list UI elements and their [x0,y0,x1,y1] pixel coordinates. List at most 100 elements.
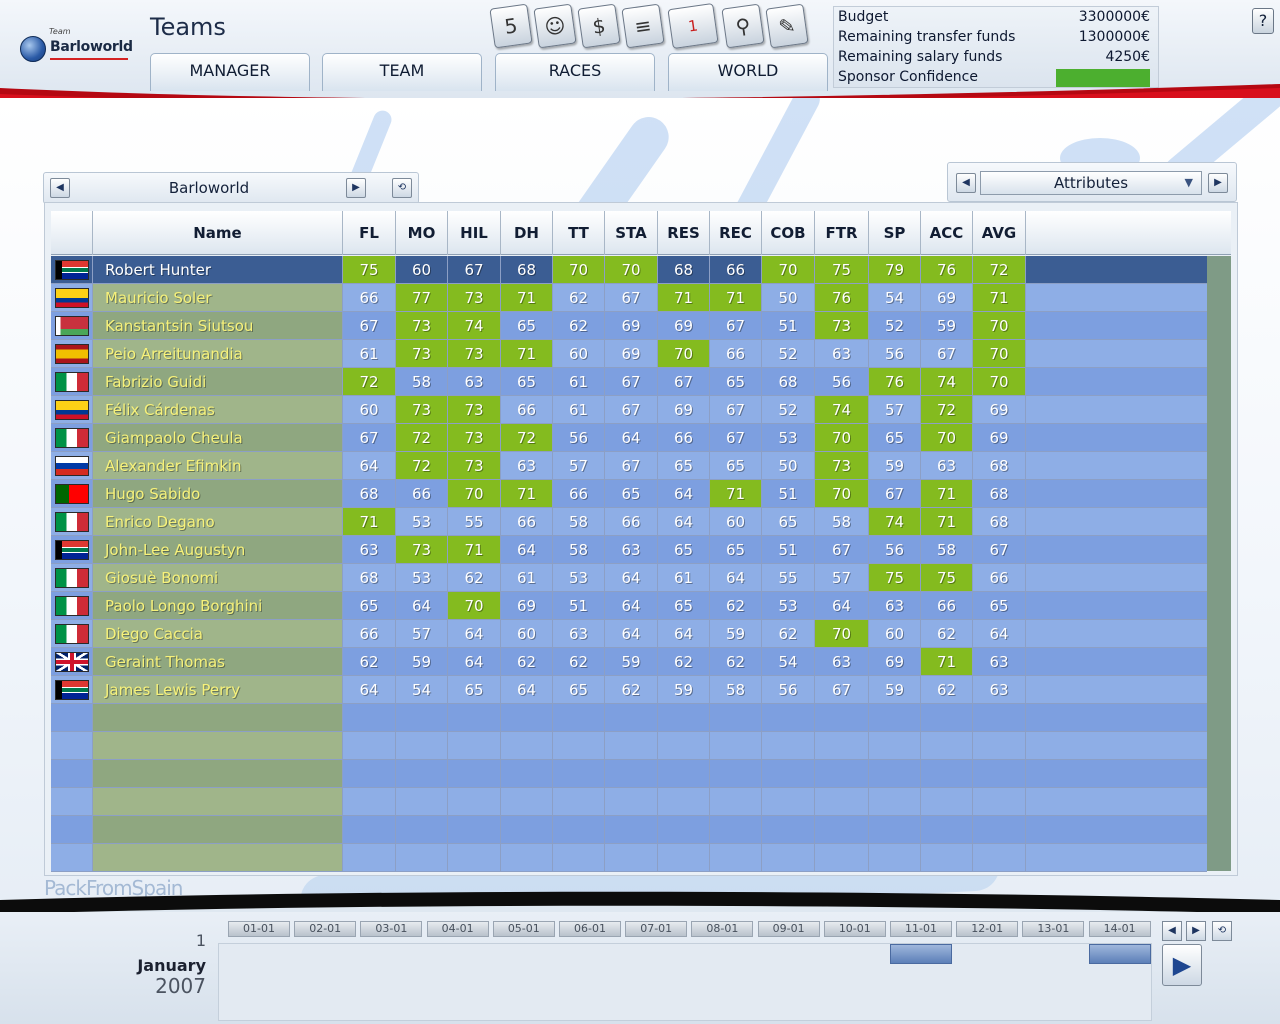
date-tab-10-01[interactable]: 10-01 [823,921,886,937]
stat-sp-cell: 79 [869,256,921,284]
table-scrollbar[interactable] [1207,256,1231,871]
tab-world[interactable]: WORLD [668,53,828,91]
mail-icon[interactable]: 1 [667,2,719,50]
rider-row[interactable]: Hugo Sabido 68 66 70 71 66 65 64 71 51 70 67 71 68 [51,480,1231,508]
column-header-ftr[interactable]: FTR [815,211,869,255]
stat-ftr-cell: 73 [815,312,869,340]
rider-name[interactable]: John-Lee Augustyn [93,536,343,564]
column-header-dh[interactable]: DH [501,211,553,255]
date-tab-11-01[interactable]: 11-01 [890,921,952,937]
timeline-next-button[interactable]: ▶ [1186,921,1206,941]
rider-row[interactable]: Robert Hunter 75 60 67 68 70 70 68 66 70 75 79 76 72 [51,256,1231,284]
stat-cob-cell: 50 [762,452,815,480]
next-team-button[interactable]: ▶ [346,178,366,198]
rider-row[interactable]: Félix Cárdenas 60 73 73 66 61 67 69 67 52 74 57 72 69 [51,396,1231,424]
rider-name[interactable]: Mauricio Soler [93,284,343,312]
rider-helmet-icon[interactable]: ☺ [533,3,577,49]
refresh-button[interactable]: ⟲ [392,178,412,198]
column-header-acc[interactable]: ACC [921,211,973,255]
column-header-sta[interactable]: STA [605,211,658,255]
calendar-icon[interactable]: 5 [489,3,533,49]
date-tab-14-01[interactable]: 14-01 [1088,921,1151,937]
date-tab-09-01[interactable]: 09-01 [757,921,820,937]
stat-dh-cell [501,732,553,760]
stat-hil-cell [448,844,501,872]
date-tab-08-01[interactable]: 08-01 [691,921,754,937]
column-header-res[interactable]: RES [658,211,710,255]
rider-row[interactable]: Enrico Degano 71 53 55 66 58 66 64 60 65 58 74 71 68 [51,508,1231,536]
money-icon[interactable]: $ [577,3,621,49]
rider-row[interactable]: Alexander Efimkin 64 72 73 63 57 67 65 65 50 73 59 6… [51,452,1231,480]
rider-name[interactable]: Peio Arreitunandia [93,340,343,368]
continue-play-button[interactable]: ▶ [1162,944,1202,986]
rider-row[interactable]: John-Lee Augustyn 63 73 71 64 58 63 65 65 51 67 56 5… [51,536,1231,564]
rider-row[interactable]: James Lewis Perry 64 54 65 64 65 62 59 58 56 67 59 6… [51,676,1231,704]
help-button[interactable]: ? [1252,8,1274,34]
rider-row[interactable]: Diego Caccia 66 57 64 60 63 64 64 59 62 70 60 62 64 [51,620,1231,648]
stat-cob-cell: 52 [762,340,815,368]
rider-name[interactable]: Geraint Thomas [93,648,343,676]
column-header-avg[interactable]: AVG [973,211,1026,255]
race-event-marker[interactable] [890,944,952,964]
top-bar: Team Barloworld Teams MANAGER TEAM RACES… [0,0,1280,98]
date-tab-03-01[interactable]: 03-01 [360,921,423,937]
globe-icon [20,36,46,62]
column-header-rec[interactable]: REC [710,211,762,255]
newspaper-icon[interactable]: ≡ [621,3,665,49]
rider-row[interactable]: Mauricio Soler 66 77 73 71 62 67 71 71 50 76 54 69 71 [51,284,1231,312]
rider-name[interactable]: Félix Cárdenas [93,396,343,424]
column-header-fl[interactable]: FL [343,211,396,255]
rider-name[interactable]: Fabrizio Guidi [93,368,343,396]
stat-res-cell [658,816,710,844]
date-tab-04-01[interactable]: 04-01 [426,921,489,937]
column-header-cob[interactable]: COB [762,211,815,255]
stat-sta-cell: 67 [605,452,658,480]
prev-team-button[interactable]: ◀ [50,178,70,198]
column-header-sp[interactable]: SP [869,211,921,255]
rider-row[interactable]: Kanstantsin Siutsou 67 73 74 65 62 69 69 67 51 73 5… [51,312,1231,340]
tab-manager[interactable]: MANAGER [150,53,310,91]
stat-tt-cell: 62 [553,284,605,312]
rider-name[interactable]: Giampaolo Cheula [93,424,343,452]
rider-row[interactable]: Giosuè Bonomi 68 53 62 61 53 64 61 64 55 57 75 75 66 [51,564,1231,592]
tab-races[interactable]: RACES [495,53,655,91]
column-header-tt[interactable]: TT [553,211,605,255]
race-event-marker[interactable] [1088,944,1151,964]
rider-name[interactable]: Hugo Sabido [93,480,343,508]
next-view-button[interactable]: ▶ [1208,173,1228,193]
date-tab-06-01[interactable]: 06-01 [559,921,621,937]
timeline-refresh-button[interactable]: ⟲ [1212,921,1232,941]
timeline-prev-button[interactable]: ◀ [1162,921,1182,941]
date-tab-05-01[interactable]: 05-01 [492,921,555,937]
timeline-track[interactable] [218,943,1152,1021]
stat-sp-cell [869,732,921,760]
rider-name[interactable]: Paolo Longo Borghini [93,592,343,620]
date-tab-02-01[interactable]: 02-01 [294,921,357,937]
view-dropdown[interactable]: Attributes ▼ [980,171,1202,195]
rider-name[interactable]: Alexander Efimkin [93,452,343,480]
rider-row[interactable]: Geraint Thomas 62 59 64 62 62 59 62 62 54 63 69 71 63 [51,648,1231,676]
stat-avg-cell: 63 [973,676,1026,704]
rider-name[interactable]: Enrico Degano [93,508,343,536]
rider-row[interactable]: Paolo Longo Borghini 65 64 70 69 51 64 65 62 53 64… [51,592,1231,620]
column-header-name[interactable]: Name [93,211,343,255]
date-tab-13-01[interactable]: 13-01 [1022,921,1085,937]
column-header-mo[interactable]: MO [396,211,448,255]
date-tab-12-01[interactable]: 12-01 [956,921,1019,937]
prev-view-button[interactable]: ◀ [956,173,976,193]
tab-team[interactable]: TEAM [322,53,482,91]
date-tab-01-01[interactable]: 01-01 [228,921,290,937]
notepad-icon[interactable]: ✎ [765,3,809,49]
column-header-hil[interactable]: HIL [448,211,501,255]
search-scout-icon[interactable]: ⚲ [721,3,765,49]
date-tab-07-01[interactable]: 07-01 [625,921,688,937]
rider-name[interactable]: Diego Caccia [93,620,343,648]
stat-mo-cell [396,760,448,788]
rider-name[interactable]: James Lewis Perry [93,676,343,704]
rider-name[interactable]: Kanstantsin Siutsou [93,312,343,340]
rider-row[interactable]: Fabrizio Guidi 72 58 63 65 61 67 67 65 68 56 76 74 70 [51,368,1231,396]
rider-name[interactable]: Giosuè Bonomi [93,564,343,592]
rider-row[interactable]: Peio Arreitunandia 61 73 73 71 60 69 70 66 52 63 56… [51,340,1231,368]
rider-row[interactable]: Giampaolo Cheula 67 72 73 72 56 64 66 67 53 70 65 70… [51,424,1231,452]
rider-name[interactable]: Robert Hunter [93,256,343,284]
